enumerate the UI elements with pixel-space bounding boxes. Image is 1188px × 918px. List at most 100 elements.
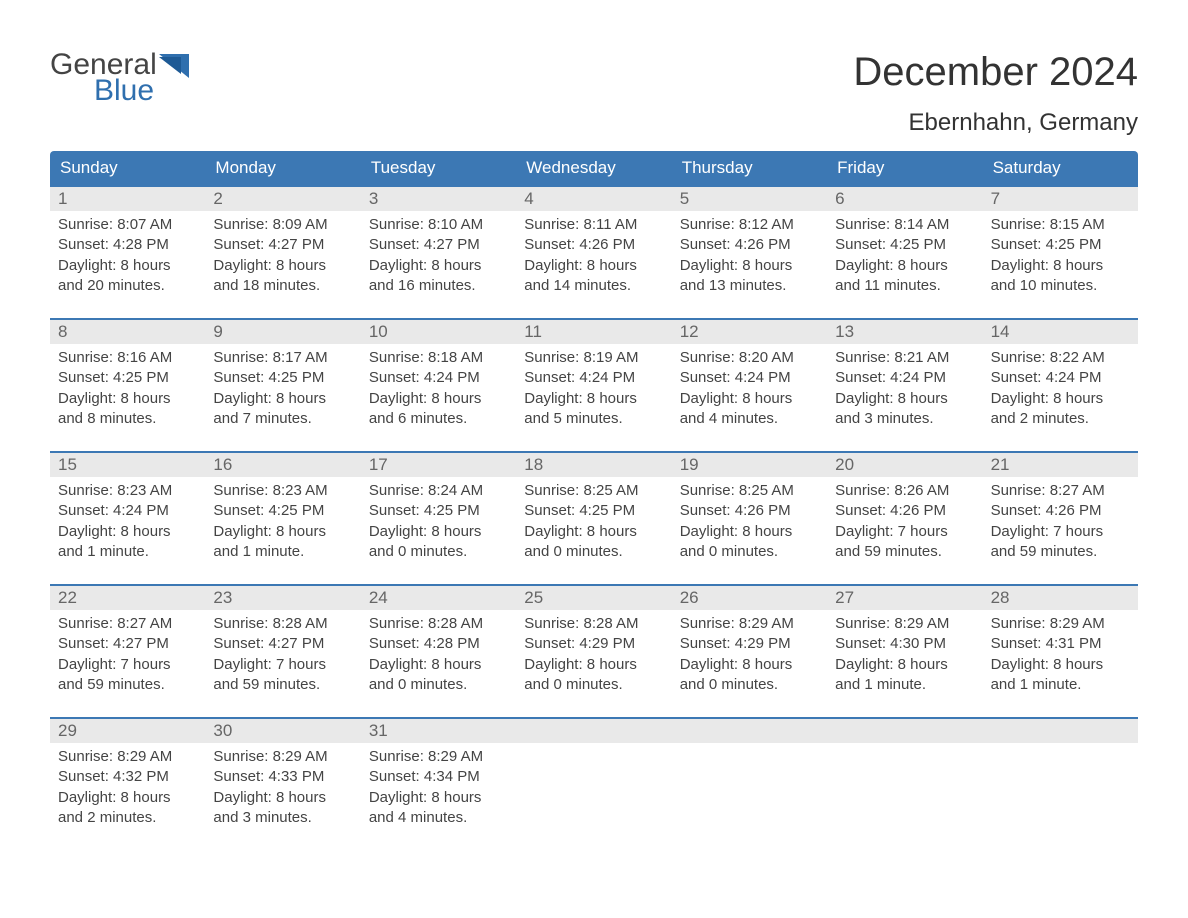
- day-cell: Sunrise: 8:15 AMSunset: 4:25 PMDaylight:…: [983, 211, 1138, 300]
- daylight-text: Daylight: 8 hours: [524, 389, 663, 409]
- day-cell: Sunrise: 8:29 AMSunset: 4:34 PMDaylight:…: [361, 743, 516, 832]
- sunrise-text: Sunrise: 8:29 AM: [213, 747, 352, 767]
- day-cell: Sunrise: 8:27 AMSunset: 4:27 PMDaylight:…: [50, 610, 205, 699]
- sunrise-text: Sunrise: 8:17 AM: [213, 348, 352, 368]
- day-number: 27: [827, 586, 982, 610]
- day-cell: Sunrise: 8:28 AMSunset: 4:27 PMDaylight:…: [205, 610, 360, 699]
- sunset-text: Sunset: 4:26 PM: [835, 501, 974, 521]
- brand-line2: Blue: [50, 76, 157, 106]
- page-title: December 2024: [853, 50, 1138, 95]
- day-number: 16: [205, 453, 360, 477]
- daylight-text: Daylight: 7 hours: [58, 655, 197, 675]
- sunrise-text: Sunrise: 8:23 AM: [213, 481, 352, 501]
- sunset-text: Sunset: 4:26 PM: [680, 501, 819, 521]
- daylight-text: Daylight: 8 hours: [680, 522, 819, 542]
- day-number: 13: [827, 320, 982, 344]
- day-cell: Sunrise: 8:22 AMSunset: 4:24 PMDaylight:…: [983, 344, 1138, 433]
- sunrise-text: Sunrise: 8:25 AM: [680, 481, 819, 501]
- sunset-text: Sunset: 4:32 PM: [58, 767, 197, 787]
- sunrise-text: Sunrise: 8:23 AM: [58, 481, 197, 501]
- sunrise-text: Sunrise: 8:11 AM: [524, 215, 663, 235]
- day-number: 2: [205, 187, 360, 211]
- day-cell: Sunrise: 8:28 AMSunset: 4:29 PMDaylight:…: [516, 610, 671, 699]
- day-number: 18: [516, 453, 671, 477]
- sunset-text: Sunset: 4:24 PM: [524, 368, 663, 388]
- daylight-text: and 13 minutes.: [680, 276, 819, 296]
- daylight-text: and 1 minute.: [213, 542, 352, 562]
- day-cell: Sunrise: 8:12 AMSunset: 4:26 PMDaylight:…: [672, 211, 827, 300]
- daylight-text: Daylight: 8 hours: [524, 655, 663, 675]
- sunrise-text: Sunrise: 8:16 AM: [58, 348, 197, 368]
- day-cell: Sunrise: 8:28 AMSunset: 4:28 PMDaylight:…: [361, 610, 516, 699]
- daylight-text: and 0 minutes.: [524, 542, 663, 562]
- daynum-row: 891011121314: [50, 320, 1138, 344]
- daylight-text: Daylight: 8 hours: [524, 522, 663, 542]
- day-number: 5: [672, 187, 827, 211]
- sunset-text: Sunset: 4:31 PM: [991, 634, 1130, 654]
- sunrise-text: Sunrise: 8:24 AM: [369, 481, 508, 501]
- daylight-text: and 4 minutes.: [369, 808, 508, 828]
- sunrise-text: Sunrise: 8:14 AM: [835, 215, 974, 235]
- brand-logo: General Blue: [50, 50, 189, 106]
- daylight-text: Daylight: 7 hours: [213, 655, 352, 675]
- day-number: 15: [50, 453, 205, 477]
- daylight-text: Daylight: 8 hours: [213, 788, 352, 808]
- day-number: 14: [983, 320, 1138, 344]
- sunset-text: Sunset: 4:26 PM: [680, 235, 819, 255]
- day-number: 28: [983, 586, 1138, 610]
- calendar-week: 15161718192021Sunrise: 8:23 AMSunset: 4:…: [50, 451, 1138, 566]
- day-number: 31: [361, 719, 516, 743]
- sunrise-text: Sunrise: 8:29 AM: [680, 614, 819, 634]
- day-number: 4: [516, 187, 671, 211]
- sunrise-text: Sunrise: 8:29 AM: [369, 747, 508, 767]
- daylight-text: Daylight: 8 hours: [369, 655, 508, 675]
- day-cell: Sunrise: 8:10 AMSunset: 4:27 PMDaylight:…: [361, 211, 516, 300]
- day-number: 8: [50, 320, 205, 344]
- daynum-row: 15161718192021: [50, 453, 1138, 477]
- daylight-text: Daylight: 8 hours: [58, 256, 197, 276]
- day-cell: Sunrise: 8:29 AMSunset: 4:30 PMDaylight:…: [827, 610, 982, 699]
- day-number: 19: [672, 453, 827, 477]
- sunset-text: Sunset: 4:25 PM: [524, 501, 663, 521]
- day-number: 24: [361, 586, 516, 610]
- day-cell: [516, 743, 671, 832]
- sunset-text: Sunset: 4:24 PM: [369, 368, 508, 388]
- day-number: 7: [983, 187, 1138, 211]
- weekday-label: Thursday: [672, 151, 827, 185]
- sunset-text: Sunset: 4:24 PM: [58, 501, 197, 521]
- day-number: 12: [672, 320, 827, 344]
- day-cell: Sunrise: 8:29 AMSunset: 4:29 PMDaylight:…: [672, 610, 827, 699]
- daylight-text: and 3 minutes.: [213, 808, 352, 828]
- day-cell: Sunrise: 8:17 AMSunset: 4:25 PMDaylight:…: [205, 344, 360, 433]
- day-number: [827, 719, 982, 743]
- daylight-text: and 6 minutes.: [369, 409, 508, 429]
- weekday-label: Saturday: [983, 151, 1138, 185]
- daylight-text: and 1 minute.: [58, 542, 197, 562]
- daylight-text: and 59 minutes.: [58, 675, 197, 695]
- sunset-text: Sunset: 4:25 PM: [58, 368, 197, 388]
- daylight-text: Daylight: 8 hours: [213, 256, 352, 276]
- sunrise-text: Sunrise: 8:29 AM: [58, 747, 197, 767]
- calendar-week: 293031Sunrise: 8:29 AMSunset: 4:32 PMDay…: [50, 717, 1138, 832]
- day-number: 30: [205, 719, 360, 743]
- day-cell: Sunrise: 8:16 AMSunset: 4:25 PMDaylight:…: [50, 344, 205, 433]
- day-cell: Sunrise: 8:29 AMSunset: 4:31 PMDaylight:…: [983, 610, 1138, 699]
- daylight-text: and 59 minutes.: [835, 542, 974, 562]
- day-cell: Sunrise: 8:18 AMSunset: 4:24 PMDaylight:…: [361, 344, 516, 433]
- day-number: [516, 719, 671, 743]
- daylight-text: and 0 minutes.: [524, 675, 663, 695]
- day-number: 11: [516, 320, 671, 344]
- daynum-row: 293031: [50, 719, 1138, 743]
- sunset-text: Sunset: 4:29 PM: [524, 634, 663, 654]
- day-cell: [672, 743, 827, 832]
- day-number: 6: [827, 187, 982, 211]
- daylight-text: and 3 minutes.: [835, 409, 974, 429]
- day-cell: Sunrise: 8:23 AMSunset: 4:24 PMDaylight:…: [50, 477, 205, 566]
- daylight-text: and 8 minutes.: [58, 409, 197, 429]
- title-block: December 2024 Ebernhahn, Germany: [853, 50, 1138, 137]
- daylight-text: and 0 minutes.: [369, 675, 508, 695]
- sunset-text: Sunset: 4:28 PM: [58, 235, 197, 255]
- sunset-text: Sunset: 4:25 PM: [213, 501, 352, 521]
- daylight-text: and 5 minutes.: [524, 409, 663, 429]
- calendar-week: 1234567Sunrise: 8:07 AMSunset: 4:28 PMDa…: [50, 185, 1138, 300]
